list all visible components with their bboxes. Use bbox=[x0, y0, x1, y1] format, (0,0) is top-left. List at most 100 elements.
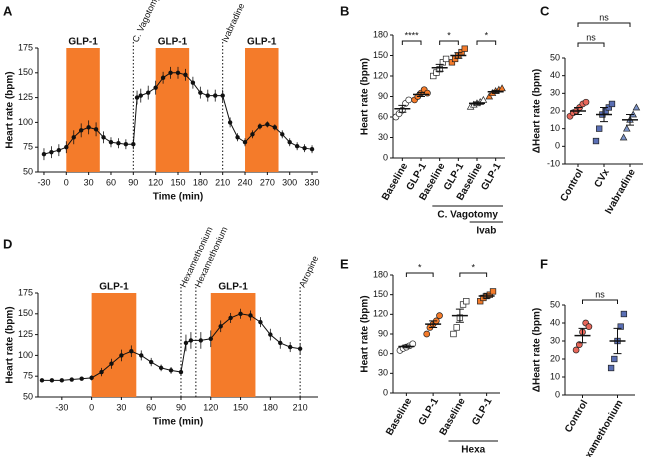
treatment-band bbox=[155, 48, 190, 172]
data-point bbox=[41, 151, 47, 157]
x-tick-label: Baseline bbox=[438, 396, 468, 438]
data-point bbox=[268, 332, 273, 337]
data-point bbox=[168, 368, 174, 373]
y-tick-label: 20 bbox=[550, 353, 560, 363]
data-point bbox=[153, 85, 158, 90]
y-tick-label: 100 bbox=[18, 117, 33, 127]
x-tick-label: 60 bbox=[106, 177, 116, 187]
x-tick-label: GLP-1 bbox=[417, 396, 441, 427]
sem-bar bbox=[626, 114, 634, 126]
data-point bbox=[138, 93, 143, 98]
data-point bbox=[99, 369, 104, 375]
trace bbox=[41, 313, 301, 381]
significance-label: * bbox=[447, 30, 451, 40]
data-point bbox=[56, 147, 62, 153]
y-axis-label: ΔHeart rate (bpm) bbox=[532, 308, 543, 392]
data-point bbox=[278, 340, 283, 346]
data-point bbox=[64, 145, 69, 150]
x-tick-label: 30 bbox=[84, 177, 94, 187]
x-tick-label: 150 bbox=[233, 402, 248, 412]
significance-bracket bbox=[401, 40, 422, 45]
y-tick-label: 120 bbox=[373, 70, 388, 80]
data-point bbox=[489, 288, 497, 295]
significance-bracket bbox=[405, 272, 434, 277]
data-point bbox=[596, 125, 603, 132]
event-label: Ivabradine bbox=[220, 2, 247, 44]
significance-bracket bbox=[459, 272, 488, 277]
sem-bar bbox=[600, 106, 608, 123]
y-tick-label: -10 bbox=[547, 158, 560, 168]
treatment-band bbox=[91, 293, 137, 397]
data-point bbox=[218, 324, 223, 329]
data-point bbox=[119, 353, 124, 358]
data-point bbox=[433, 69, 440, 76]
data-point bbox=[109, 361, 114, 366]
panel-label: A bbox=[3, 3, 13, 18]
data-point bbox=[294, 144, 300, 149]
data-point bbox=[632, 103, 641, 111]
y-tick-label: 50 bbox=[550, 299, 560, 309]
significance-label: * bbox=[471, 262, 475, 272]
y-tick-label: 60 bbox=[378, 111, 388, 121]
data-point bbox=[235, 135, 240, 140]
data-point bbox=[592, 137, 600, 145]
data-point bbox=[131, 142, 136, 147]
x-tick-label: CVx bbox=[593, 167, 612, 190]
data-point bbox=[430, 72, 437, 80]
y-axis-label: ΔHeart rate (bpm) bbox=[532, 69, 543, 153]
band-label: GLP-1 bbox=[247, 37, 277, 48]
data-point bbox=[178, 369, 184, 375]
x-tick-label: Baseline bbox=[380, 161, 410, 203]
data-point bbox=[423, 330, 431, 338]
data-point bbox=[498, 84, 506, 92]
data-point bbox=[146, 90, 151, 95]
x-tick-label: 180 bbox=[193, 177, 208, 187]
y-tick-label: 150 bbox=[18, 308, 33, 318]
data-point bbox=[129, 349, 134, 354]
data-point bbox=[248, 313, 253, 318]
y-tick-label: 0 bbox=[383, 387, 388, 397]
y-tick-label: 75 bbox=[23, 142, 33, 152]
data-point bbox=[619, 133, 628, 141]
data-point bbox=[607, 364, 615, 372]
data-point bbox=[148, 359, 154, 365]
sem-bar bbox=[429, 320, 438, 328]
panel-label: E bbox=[340, 256, 349, 271]
sem-bar bbox=[454, 52, 463, 59]
data-point bbox=[582, 98, 590, 106]
data-point bbox=[611, 355, 618, 363]
data-point bbox=[257, 124, 263, 129]
data-point bbox=[116, 141, 121, 146]
x-tick-label: 300 bbox=[282, 177, 297, 187]
treatment-band bbox=[210, 293, 256, 397]
significance-label: * bbox=[418, 262, 422, 272]
x-tick-label: Control bbox=[559, 167, 586, 203]
x-tick-label: 90 bbox=[176, 402, 186, 412]
data-point bbox=[198, 338, 204, 343]
y-tick-label: 50 bbox=[550, 52, 560, 62]
data-point bbox=[450, 330, 457, 338]
x-tick-label: Baseline bbox=[384, 396, 414, 438]
sem-bar bbox=[417, 91, 425, 97]
x-tick-label: Control bbox=[563, 398, 590, 434]
data-point bbox=[49, 149, 54, 155]
y-tick-label: 150 bbox=[373, 50, 388, 60]
group-label: C. Vagotomy bbox=[437, 210, 498, 221]
y-tick-label: 150 bbox=[373, 289, 388, 299]
x-tick-label: 120 bbox=[148, 177, 163, 187]
sem-bar bbox=[578, 327, 587, 344]
data-point bbox=[623, 124, 631, 132]
sem-bar bbox=[435, 63, 444, 72]
data-point bbox=[242, 140, 248, 145]
y-tick-label: 50 bbox=[23, 391, 33, 401]
band-label: GLP-1 bbox=[68, 37, 98, 48]
data-point bbox=[287, 140, 292, 145]
panel-label: D bbox=[3, 236, 12, 251]
data-point bbox=[477, 298, 484, 305]
data-point bbox=[485, 92, 494, 100]
data-point bbox=[208, 336, 213, 341]
panel-label: F bbox=[540, 256, 548, 271]
x-tick-label: 0 bbox=[64, 177, 69, 187]
data-point bbox=[258, 319, 263, 325]
